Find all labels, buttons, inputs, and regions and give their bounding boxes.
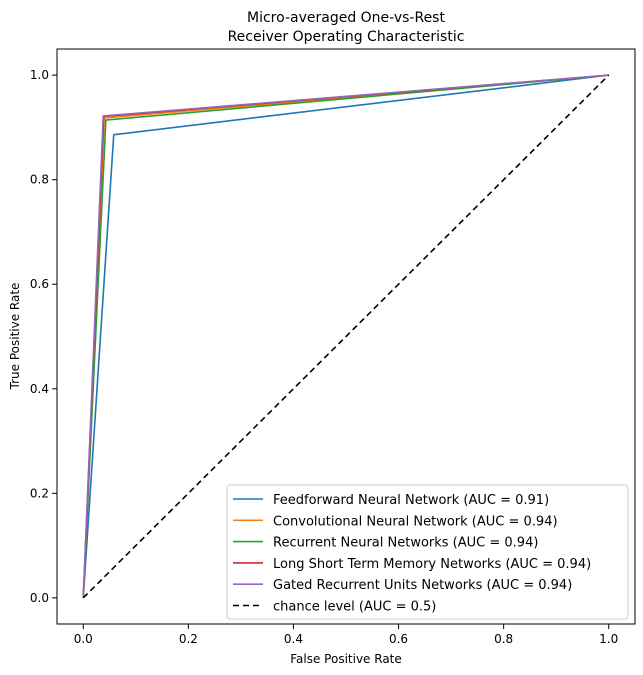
chart-title-line-2: Receiver Operating Characteristic xyxy=(228,29,465,45)
y-tick-label: 0.2 xyxy=(30,486,49,500)
x-axis-label: False Positive Rate xyxy=(290,652,402,666)
x-tick-label: 0.6 xyxy=(389,632,408,646)
legend-label-2: Recurrent Neural Networks (AUC = 0.94) xyxy=(273,536,538,551)
legend-entries: Feedforward Neural Network (AUC = 0.91) C… xyxy=(233,493,591,615)
y-axis: 0.0 0.2 0.4 0.6 0.8 1.0 xyxy=(30,68,57,605)
series-layer xyxy=(82,74,610,599)
legend-label-0: Feedforward Neural Network (AUC = 0.91) xyxy=(273,493,549,508)
series-line-0 xyxy=(82,74,609,598)
y-tick-label: 0.0 xyxy=(30,591,49,605)
series-line-4 xyxy=(82,74,609,598)
legend: Feedforward Neural Network (AUC = 0.91) C… xyxy=(226,484,629,620)
chart-title-line-1: Micro-averaged One-vs-Rest xyxy=(247,10,445,26)
legend-label-1: Convolutional Neural Network (AUC = 0.94… xyxy=(273,514,558,529)
x-tick-label: 0.2 xyxy=(179,632,198,646)
y-tick-label: 0.4 xyxy=(30,382,49,396)
y-tick-label: 0.6 xyxy=(30,277,49,291)
x-tick-label: 0.0 xyxy=(74,632,93,646)
legend-label-5: chance level (AUC = 0.5) xyxy=(273,600,436,615)
x-tick-label: 1.0 xyxy=(599,632,618,646)
x-tick-label: 0.4 xyxy=(284,632,303,646)
x-axis: 0.0 0.2 0.4 0.6 0.8 1.0 xyxy=(74,624,618,646)
x-tick-label: 0.8 xyxy=(494,632,513,646)
plot-frame xyxy=(56,48,636,625)
y-tick-label: 1.0 xyxy=(30,68,49,82)
legend-label-3: Long Short Term Memory Networks (AUC = 0… xyxy=(273,557,591,572)
y-tick-label: 0.8 xyxy=(30,173,49,187)
series-line-5 xyxy=(82,74,610,599)
y-axis-label: True Positive Rate xyxy=(8,283,22,391)
legend-frame xyxy=(226,484,629,620)
legend-label-4: Gated Recurrent Units Networks (AUC = 0.… xyxy=(273,578,572,593)
